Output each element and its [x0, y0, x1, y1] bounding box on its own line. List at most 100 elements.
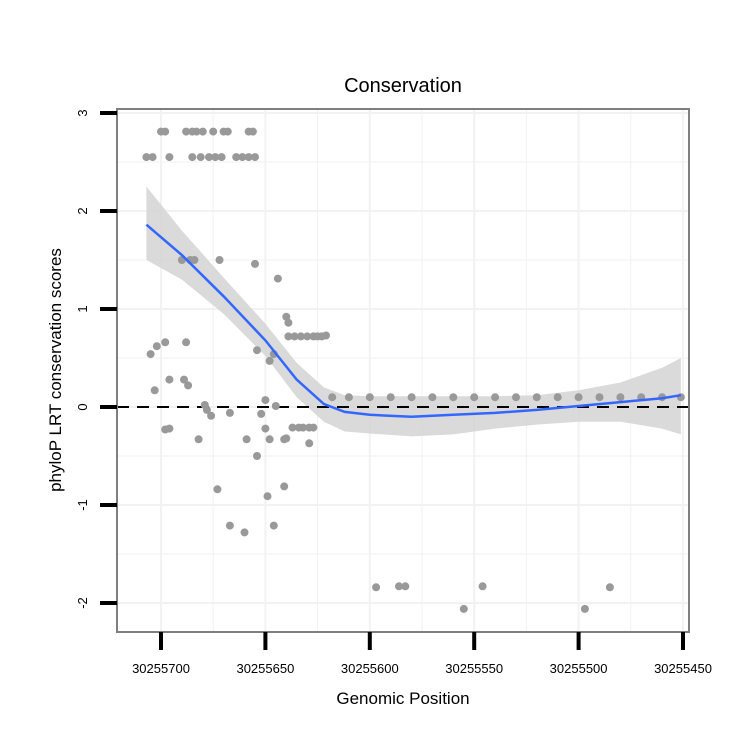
data-point: [269, 521, 278, 530]
data-point: [265, 435, 274, 444]
data-point: [182, 127, 191, 136]
data-point: [211, 153, 220, 162]
data-point: [146, 350, 155, 359]
data-point: [196, 153, 205, 162]
data-point: [532, 393, 541, 402]
data-point: [372, 583, 381, 592]
data-point: [213, 485, 222, 494]
data-point: [244, 153, 253, 162]
data-point: [251, 153, 259, 162]
data-point: [232, 153, 241, 162]
data-point: [428, 393, 437, 402]
data-point: [207, 411, 216, 420]
data-point: [161, 127, 170, 136]
x-tick-label: 30255450: [654, 661, 712, 676]
plot-panel: [116, 108, 690, 633]
data-point: [253, 452, 261, 460]
data-point: [303, 332, 312, 341]
data-point: [280, 482, 289, 491]
data-point: [296, 332, 305, 341]
data-point: [395, 582, 403, 591]
data-point: [142, 153, 151, 162]
y-tick-label: -1: [75, 499, 90, 511]
x-tick-label: 30255500: [550, 661, 608, 676]
data-point: [328, 393, 337, 402]
data-point: [265, 356, 274, 365]
y-tick-label: 2: [75, 207, 90, 214]
confidence-band: [146, 186, 681, 437]
data-points: [142, 127, 685, 613]
data-point: [165, 375, 174, 384]
data-point: [459, 604, 468, 613]
data-point: [580, 604, 589, 613]
data-point: [242, 435, 251, 444]
smooth-trend-line: [145, 223, 682, 419]
data-point: [553, 393, 562, 402]
data-point: [616, 393, 625, 402]
x-axis: 30255700 30255650 30255600 30255550 30255500…: [132, 632, 712, 676]
data-point: [595, 393, 604, 402]
x-tick-label: 30255650: [236, 661, 294, 676]
x-tick-label: 30255700: [132, 661, 190, 676]
data-point: [273, 274, 282, 283]
y-tick-label: -2: [75, 597, 90, 609]
data-point: [491, 393, 500, 402]
data-point: [194, 435, 203, 444]
data-point: [148, 153, 157, 162]
data-point: [225, 521, 234, 530]
data-point: [215, 256, 224, 264]
data-point: [165, 153, 174, 162]
panel-border: [116, 108, 690, 633]
data-point: [449, 393, 458, 402]
data-point: [478, 582, 487, 591]
data-point: [253, 346, 261, 355]
data-point: [198, 127, 207, 136]
data-point: [309, 423, 318, 432]
data-point: [184, 381, 193, 390]
data-point: [152, 342, 161, 351]
data-point: [605, 583, 614, 592]
data-point: [188, 153, 197, 162]
panel-background: [117, 109, 689, 632]
y-tick-label: 3: [75, 109, 90, 116]
data-point: [299, 423, 307, 432]
data-point: [401, 582, 410, 591]
data-point: [190, 256, 199, 264]
data-point: [240, 528, 249, 537]
data-point: [225, 408, 234, 417]
data-point: [574, 393, 583, 402]
data-point: [150, 386, 159, 395]
data-point: [407, 393, 416, 402]
data-point: [161, 338, 170, 347]
data-point: [205, 153, 213, 162]
data-point: [217, 153, 226, 162]
data-point: [288, 423, 297, 432]
x-axis-label: Genomic Position: [336, 689, 469, 708]
y-tick-label: 1: [75, 305, 90, 312]
data-point: [284, 332, 293, 341]
y-tick-label: 0: [75, 403, 90, 410]
data-point: [251, 259, 259, 268]
x-tick-label: 30255600: [341, 661, 399, 676]
data-point: [344, 393, 353, 402]
data-point: [322, 331, 330, 340]
data-point: [165, 424, 174, 433]
data-point: [271, 402, 280, 410]
data-point: [386, 393, 395, 402]
data-point: [261, 396, 270, 405]
data-point: [238, 153, 247, 162]
data-point: [263, 492, 272, 501]
data-point: [192, 127, 201, 136]
chart-title: Conservation: [344, 75, 462, 97]
y-axis: -2 -1 0 1 2 3: [75, 109, 117, 609]
data-point: [284, 318, 293, 327]
data-point: [261, 424, 270, 433]
data-point: [209, 127, 218, 136]
y-axis-label: phyloP LRT conservation scores: [46, 248, 65, 492]
data-point: [512, 393, 520, 402]
data-point: [202, 405, 211, 414]
grid-lines: [117, 109, 689, 632]
data-point: [365, 393, 374, 402]
data-point: [182, 338, 191, 347]
